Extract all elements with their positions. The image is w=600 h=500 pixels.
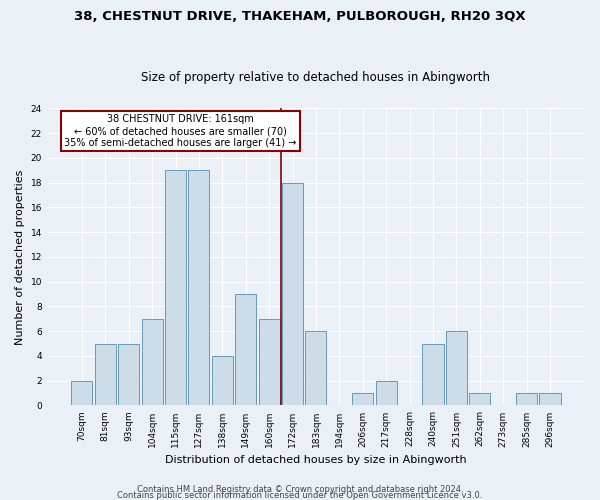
Bar bbox=[376, 380, 397, 406]
Text: 38, CHESTNUT DRIVE, THAKEHAM, PULBOROUGH, RH20 3QX: 38, CHESTNUT DRIVE, THAKEHAM, PULBOROUGH… bbox=[74, 10, 526, 23]
Bar bbox=[259, 319, 280, 406]
Bar bbox=[118, 344, 139, 406]
X-axis label: Distribution of detached houses by size in Abingworth: Distribution of detached houses by size … bbox=[165, 455, 467, 465]
Title: Size of property relative to detached houses in Abingworth: Size of property relative to detached ho… bbox=[142, 70, 490, 84]
Bar bbox=[282, 182, 303, 406]
Bar bbox=[446, 331, 467, 406]
Bar bbox=[188, 170, 209, 406]
Bar bbox=[235, 294, 256, 406]
Bar bbox=[95, 344, 116, 406]
Bar bbox=[352, 393, 373, 406]
Y-axis label: Number of detached properties: Number of detached properties bbox=[15, 169, 25, 344]
Bar bbox=[71, 380, 92, 406]
Bar bbox=[422, 344, 443, 406]
Bar bbox=[212, 356, 233, 406]
Bar bbox=[516, 393, 537, 406]
Bar bbox=[305, 331, 326, 406]
Bar bbox=[469, 393, 490, 406]
Bar bbox=[142, 319, 163, 406]
Text: Contains HM Land Registry data © Crown copyright and database right 2024.: Contains HM Land Registry data © Crown c… bbox=[137, 484, 463, 494]
Bar bbox=[539, 393, 560, 406]
Text: Contains public sector information licensed under the Open Government Licence v3: Contains public sector information licen… bbox=[118, 490, 482, 500]
Text: 38 CHESTNUT DRIVE: 161sqm
← 60% of detached houses are smaller (70)
35% of semi-: 38 CHESTNUT DRIVE: 161sqm ← 60% of detac… bbox=[64, 114, 296, 148]
Bar bbox=[165, 170, 186, 406]
